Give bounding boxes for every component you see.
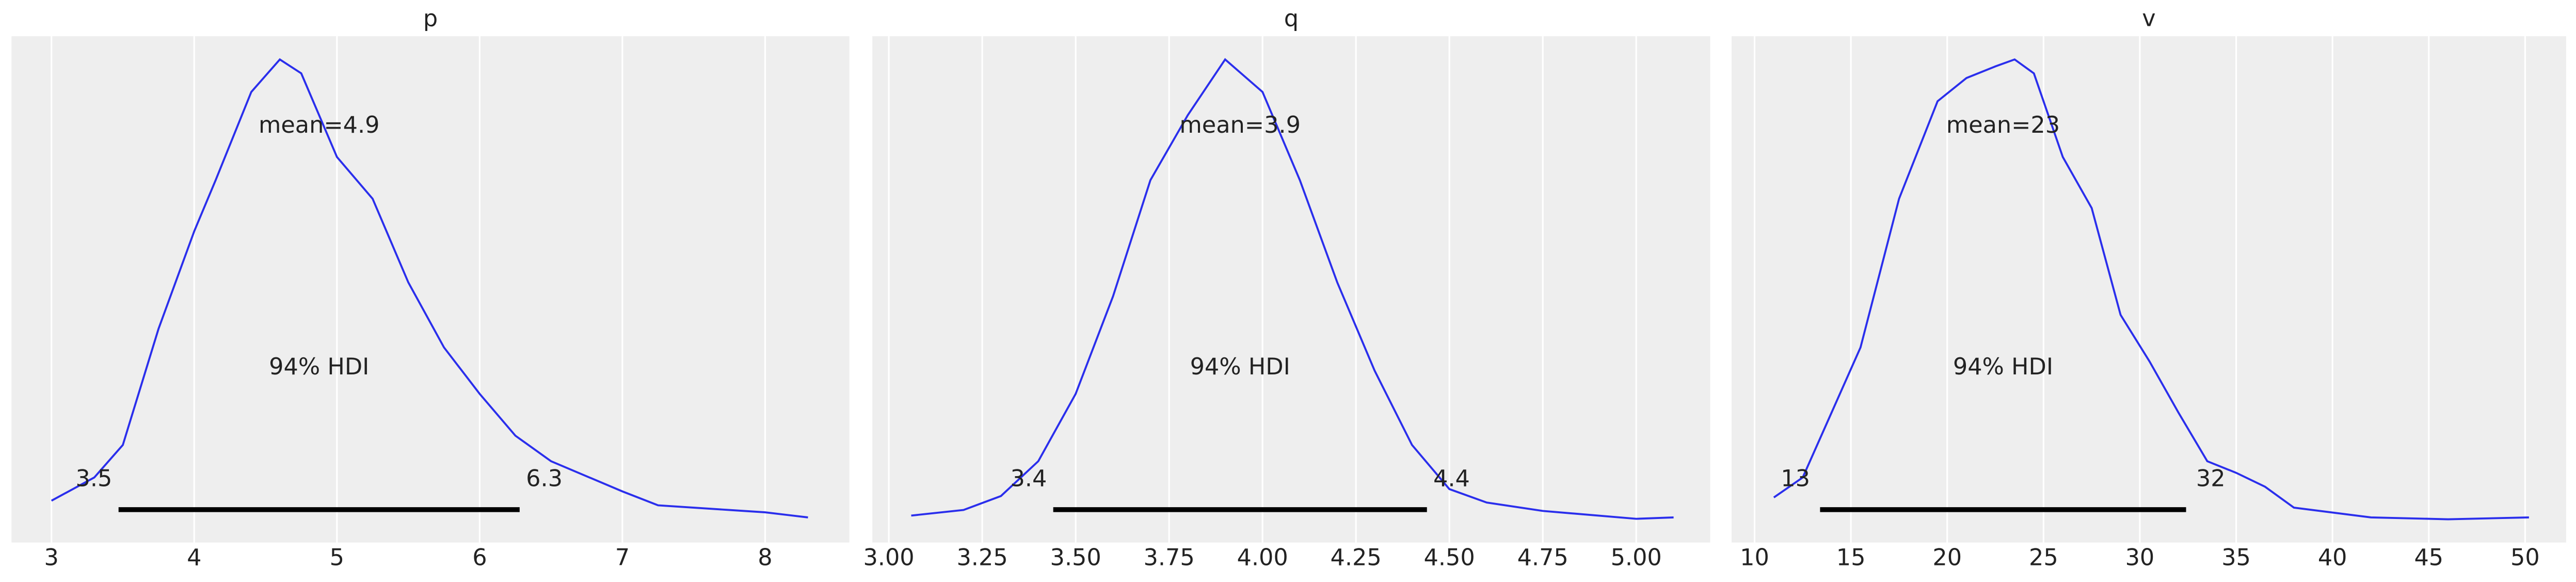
density-line [911, 58, 1674, 520]
x-tick-label: 3.00 [863, 544, 914, 571]
x-tick-label: 5.00 [1611, 544, 1662, 571]
hdi-label: 94% HDI [1190, 353, 1290, 380]
hdi-label: 94% HDI [269, 353, 369, 380]
panel-title: q [1284, 5, 1299, 32]
hdi-low-label: 13 [1781, 465, 1810, 492]
hdi-low-label: 3.4 [1010, 465, 1047, 492]
mean-label: mean=4.9 [259, 112, 380, 138]
plot-background [872, 36, 1710, 543]
x-tick-label: 15 [1836, 544, 1866, 571]
x-tick-label: 10 [1740, 544, 1769, 571]
mean-label: mean=3.9 [1179, 112, 1301, 138]
density-line [1773, 58, 2529, 521]
x-tick-label: 20 [1932, 544, 1962, 571]
x-tick-label: 3.25 [956, 544, 1007, 571]
panel-title: p [423, 5, 438, 32]
x-tick-label: 40 [2318, 544, 2347, 571]
hdi-low-label: 3.5 [76, 465, 113, 492]
x-tick-label: 4.50 [1424, 544, 1475, 571]
x-tick-label: 3.50 [1050, 544, 1101, 571]
x-tick-label: 6 [472, 544, 487, 571]
hdi-high-label: 32 [2196, 465, 2226, 492]
mean-label: mean=23 [1946, 112, 2060, 138]
x-tick-label: 4 [187, 544, 201, 571]
x-tick-label: 4.25 [1331, 544, 1382, 571]
x-tick-label: 25 [2029, 544, 2058, 571]
hdi-high-label: 6.3 [526, 465, 563, 492]
plot-background [11, 36, 850, 543]
x-tick-label: 5 [330, 544, 344, 571]
plot-background [1731, 36, 2566, 543]
x-tick-label: 35 [2221, 544, 2251, 571]
x-tick-label: 45 [2414, 544, 2443, 571]
x-tick-label: 3 [44, 544, 59, 571]
x-tick-label: 30 [2125, 544, 2155, 571]
hdi-high-label: 4.4 [1433, 465, 1470, 492]
x-tick-label: 8 [758, 544, 772, 571]
x-tick-label: 50 [2510, 544, 2540, 571]
x-tick-label: 7 [615, 544, 630, 571]
x-tick-label: 4.75 [1517, 544, 1569, 571]
x-tick-label: 3.75 [1144, 544, 1195, 571]
panel-title: v [2142, 5, 2155, 32]
density-line [51, 58, 808, 518]
hdi-label: 94% HDI [1953, 353, 2053, 380]
x-tick-label: 4.00 [1237, 544, 1288, 571]
